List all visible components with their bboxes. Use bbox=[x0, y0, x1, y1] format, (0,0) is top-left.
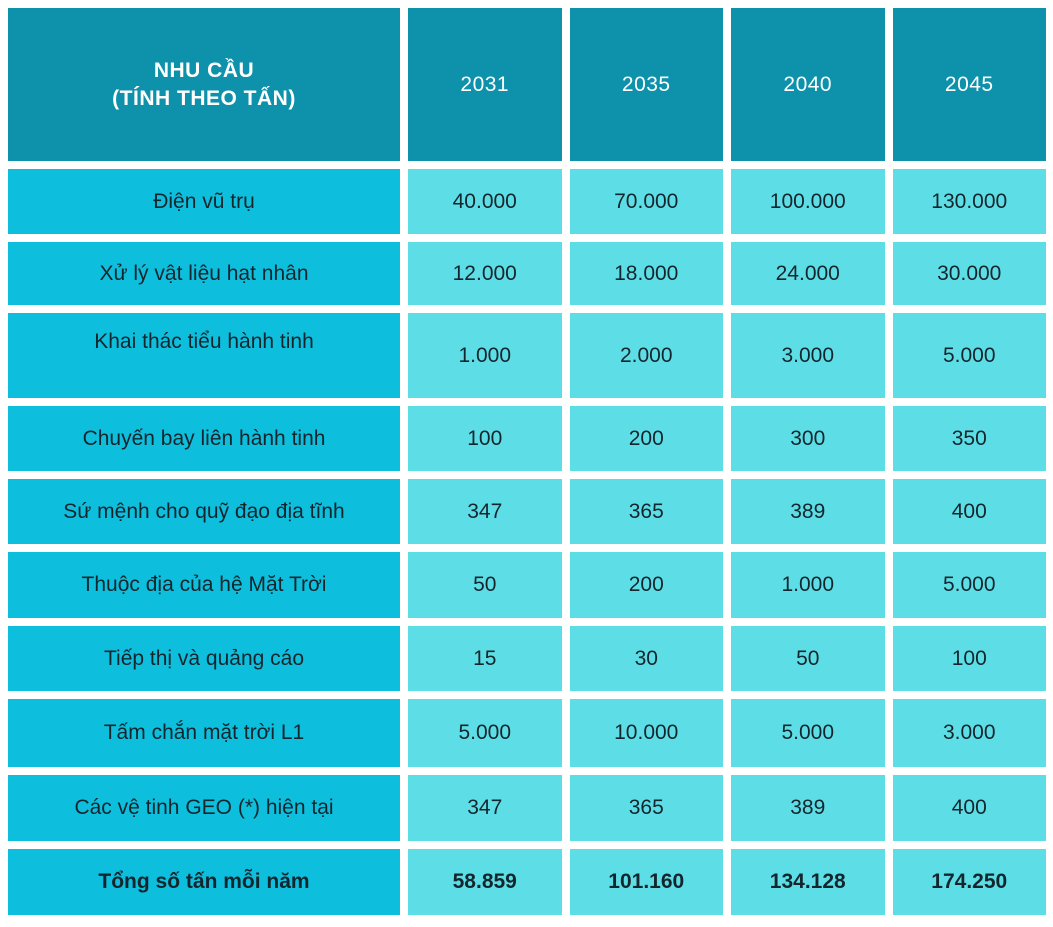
value-cell: 389 bbox=[731, 479, 885, 544]
value-cell: 1.000 bbox=[408, 313, 562, 398]
value-cell: 5.000 bbox=[731, 699, 885, 767]
value-cell: 400 bbox=[892, 775, 1046, 841]
value-cell: 50 bbox=[731, 626, 885, 691]
value-cell: 1.000 bbox=[731, 552, 885, 618]
table-title-cell: NHU CẦU (TÍNH THEO TẤN) bbox=[8, 8, 400, 161]
row-label: Tiếp thị và quảng cáo bbox=[8, 626, 400, 691]
value-cell: 2.000 bbox=[569, 313, 723, 398]
value-cell: 365 bbox=[569, 479, 723, 544]
value-cell: 389 bbox=[731, 775, 885, 841]
total-label: Tổng số tấn mỗi năm bbox=[8, 849, 400, 915]
table-title-line1: NHU CẦU bbox=[153, 59, 255, 83]
value-cell: 347 bbox=[408, 775, 562, 841]
value-cell: 3.000 bbox=[731, 313, 885, 398]
value-cell: 70.000 bbox=[569, 169, 723, 234]
row-label: Các vệ tinh GEO (*) hiện tại bbox=[8, 775, 400, 841]
value-cell: 5.000 bbox=[892, 552, 1046, 618]
total-value: 134.128 bbox=[731, 849, 885, 915]
value-cell: 15 bbox=[408, 626, 562, 691]
row-label: Chuyến bay liên hành tinh bbox=[8, 406, 400, 471]
value-cell: 5.000 bbox=[408, 699, 562, 767]
value-cell: 30 bbox=[569, 626, 723, 691]
value-cell: 300 bbox=[731, 406, 885, 471]
value-cell: 365 bbox=[569, 775, 723, 841]
value-cell: 24.000 bbox=[731, 242, 885, 305]
value-cell: 200 bbox=[569, 406, 723, 471]
value-cell: 347 bbox=[408, 479, 562, 544]
year-header: 2040 bbox=[731, 8, 885, 161]
value-cell: 350 bbox=[892, 406, 1046, 471]
value-cell: 18.000 bbox=[569, 242, 723, 305]
value-cell: 100.000 bbox=[731, 169, 885, 234]
value-cell: 10.000 bbox=[569, 699, 723, 767]
row-label: Điện vũ trụ bbox=[8, 169, 400, 234]
value-cell: 130.000 bbox=[892, 169, 1046, 234]
total-value: 101.160 bbox=[569, 849, 723, 915]
year-header: 2045 bbox=[892, 8, 1046, 161]
value-cell: 5.000 bbox=[892, 313, 1046, 398]
value-cell: 100 bbox=[892, 626, 1046, 691]
value-cell: 400 bbox=[892, 479, 1046, 544]
value-cell: 12.000 bbox=[408, 242, 562, 305]
row-label: Thuộc địa của hệ Mặt Trời bbox=[8, 552, 400, 618]
value-cell: 40.000 bbox=[408, 169, 562, 234]
value-cell: 30.000 bbox=[892, 242, 1046, 305]
row-label: Xử lý vật liệu hạt nhân bbox=[8, 242, 400, 305]
row-label: Khai thác tiểu hành tinh bbox=[8, 313, 400, 398]
row-label: Sứ mệnh cho quỹ đạo địa tĩnh bbox=[8, 479, 400, 544]
value-cell: 100 bbox=[408, 406, 562, 471]
year-header: 2035 bbox=[569, 8, 723, 161]
row-label: Tấm chắn mặt trời L1 bbox=[8, 699, 400, 767]
total-value: 58.859 bbox=[408, 849, 562, 915]
table-title-line2: (TÍNH THEO TẤN) bbox=[112, 86, 296, 110]
value-cell: 50 bbox=[408, 552, 562, 618]
value-cell: 3.000 bbox=[892, 699, 1046, 767]
total-value: 174.250 bbox=[892, 849, 1046, 915]
year-header: 2031 bbox=[408, 8, 562, 161]
value-cell: 200 bbox=[569, 552, 723, 618]
